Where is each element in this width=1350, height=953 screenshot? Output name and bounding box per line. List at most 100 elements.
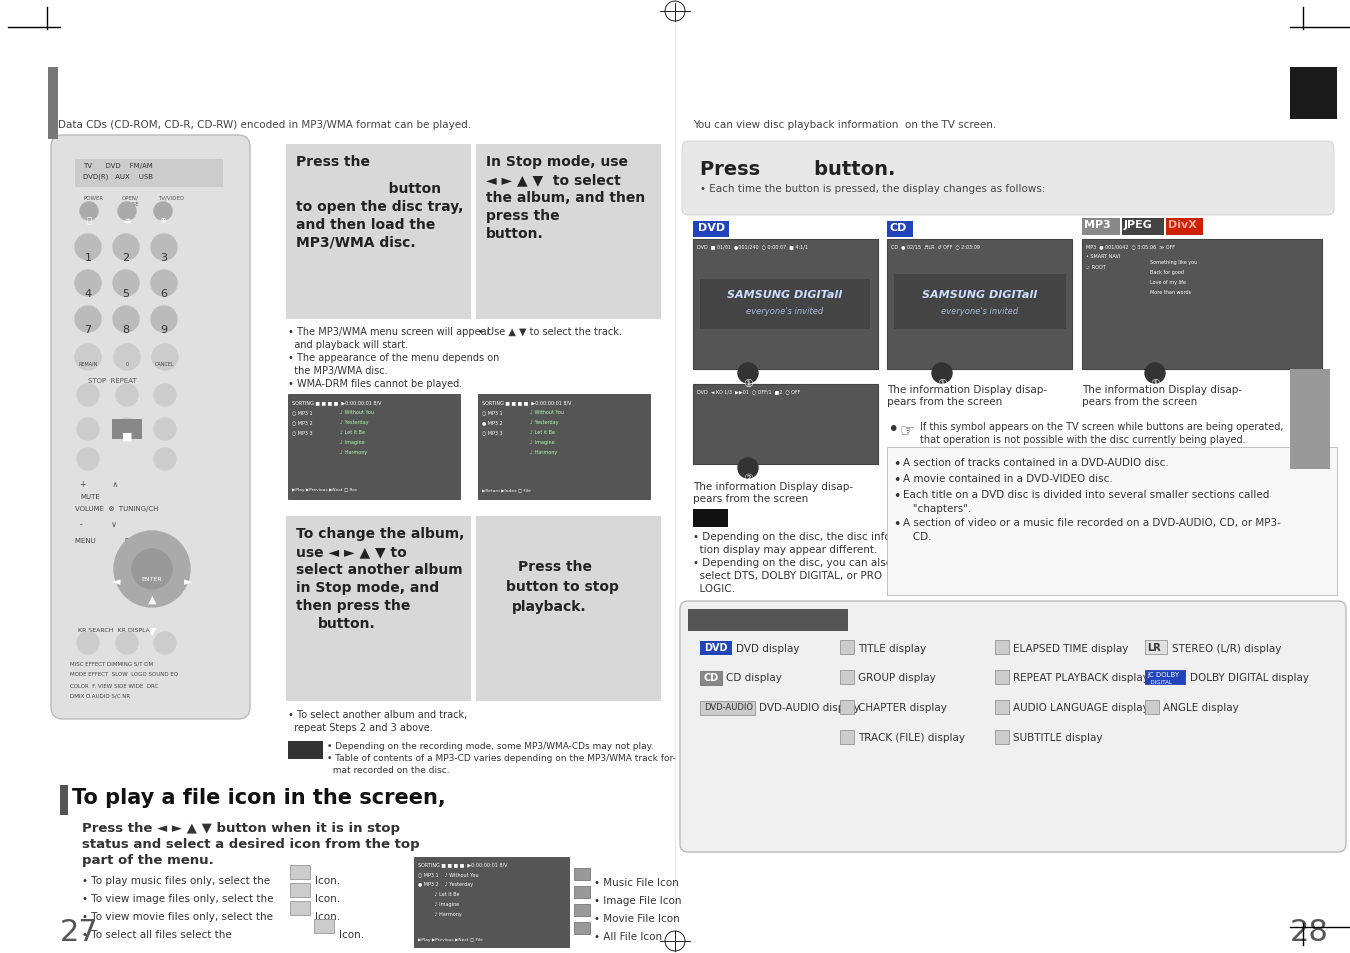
- Bar: [701, 701, 755, 716]
- Text: MP3  ● 001/0042  ○ 3:05:06  ≫ OFF: MP3 ● 001/0042 ○ 3:05:06 ≫ OFF: [1085, 244, 1174, 249]
- Text: SORTING ■ ■ ■ ■  ▶0:00:00:01 8/V: SORTING ■ ■ ■ ■ ▶0:00:00:01 8/V: [418, 862, 508, 866]
- Text: ▼: ▼: [147, 626, 157, 637]
- Circle shape: [113, 345, 140, 371]
- Text: ● MP3 2: ● MP3 2: [482, 419, 502, 424]
- Text: DivX: DivX: [1168, 220, 1197, 230]
- Text: tion display may appear different.: tion display may appear different.: [693, 544, 878, 555]
- Bar: [688, 609, 848, 631]
- Text: playback.: playback.: [512, 599, 587, 614]
- Bar: [1122, 219, 1164, 235]
- Text: LOGIC.: LOGIC.: [693, 583, 734, 594]
- Text: DVD: DVD: [703, 642, 728, 652]
- Text: DVD  ■ 01/01  ●001/240  ○ 0:00:07  ■ 4:1/1: DVD ■ 01/01 ●001/240 ○ 0:00:07 ■ 4:1/1: [697, 244, 809, 249]
- Text: ①: ①: [743, 378, 753, 389]
- Text: GROUP display: GROUP display: [859, 672, 936, 682]
- Bar: [995, 730, 1008, 744]
- Text: ● MP3 2    ♪ Yesterday: ● MP3 2 ♪ Yesterday: [418, 882, 472, 886]
- Bar: [995, 670, 1008, 684]
- Text: MP3/WMA disc.: MP3/WMA disc.: [296, 235, 416, 250]
- Bar: [286, 145, 471, 319]
- Text: ♪ Let it Be: ♪ Let it Be: [340, 430, 364, 435]
- Text: •: •: [892, 490, 900, 502]
- Circle shape: [113, 234, 139, 261]
- Text: MP3: MP3: [1084, 220, 1111, 230]
- Circle shape: [77, 449, 99, 471]
- Text: 2: 2: [123, 253, 130, 263]
- Bar: [887, 240, 1072, 370]
- Text: TV      DVD    FM/AM: TV DVD FM/AM: [82, 163, 153, 169]
- Circle shape: [151, 307, 177, 333]
- Text: •: •: [892, 474, 900, 486]
- Text: CD display: CD display: [726, 672, 782, 682]
- Text: ELAPSED TIME display: ELAPSED TIME display: [1012, 643, 1129, 654]
- Circle shape: [76, 307, 101, 333]
- Text: ②: ②: [743, 474, 753, 483]
- Text: • Each time the button is pressed, the display changes as follows:: • Each time the button is pressed, the d…: [701, 184, 1045, 193]
- Circle shape: [154, 418, 176, 440]
- Circle shape: [76, 234, 101, 261]
- Text: pears from the screen: pears from the screen: [1081, 396, 1197, 407]
- Text: repeat Steps 2 and 3 above.: repeat Steps 2 and 3 above.: [288, 722, 433, 732]
- Text: TITLE display: TITLE display: [859, 643, 926, 654]
- Text: COLOR  F. VIEW SIDE WIDE  DRC: COLOR F. VIEW SIDE WIDE DRC: [70, 683, 158, 688]
- Text: • To select another album and track,: • To select another album and track,: [288, 709, 467, 720]
- Text: 4: 4: [85, 289, 92, 298]
- Bar: [1291, 68, 1336, 120]
- Text: SAMSUNG DIGITall: SAMSUNG DIGITall: [728, 290, 842, 299]
- Text: Icon.: Icon.: [315, 911, 340, 921]
- Text: status and select a desired icon from the top: status and select a desired icon from th…: [82, 837, 420, 850]
- Bar: [840, 640, 855, 655]
- Bar: [478, 395, 649, 499]
- Text: and then load the: and then load the: [296, 218, 435, 232]
- Bar: [290, 901, 310, 915]
- Text: DVD display: DVD display: [736, 643, 799, 654]
- Bar: [1145, 700, 1160, 714]
- Circle shape: [113, 532, 190, 607]
- Text: 1: 1: [85, 253, 92, 263]
- Text: Press the: Press the: [296, 154, 370, 169]
- Text: The information Display disap-: The information Display disap-: [887, 385, 1048, 395]
- Text: ♪ Imagine: ♪ Imagine: [340, 439, 364, 444]
- Text: and playback will start.: and playback will start.: [288, 339, 408, 350]
- Text: press the: press the: [486, 209, 560, 223]
- Text: ▶Play ▶Previous ▶Next □ File: ▶Play ▶Previous ▶Next □ File: [418, 937, 483, 941]
- Circle shape: [1145, 364, 1165, 384]
- Text: DVD: DVD: [698, 223, 725, 233]
- Text: ENTER: ENTER: [142, 577, 162, 581]
- Circle shape: [77, 385, 99, 407]
- Text: ⏏: ⏏: [123, 215, 131, 225]
- Circle shape: [80, 203, 99, 221]
- Text: TRACK (FILE) display: TRACK (FILE) display: [859, 732, 965, 742]
- Text: • Depending on the disc, you can also: • Depending on the disc, you can also: [693, 558, 892, 567]
- Text: everyone's invited: everyone's invited: [941, 307, 1019, 315]
- Text: ♪ Harmony: ♪ Harmony: [340, 450, 367, 455]
- Text: • Depending on the disc, the disc informa-: • Depending on the disc, the disc inform…: [693, 532, 915, 541]
- Text: then press the: then press the: [296, 598, 410, 613]
- Text: ♪ Harmony: ♪ Harmony: [531, 450, 558, 455]
- Bar: [290, 865, 310, 879]
- Bar: [1145, 640, 1166, 655]
- Bar: [414, 857, 568, 947]
- Text: button.: button.: [486, 227, 544, 241]
- Text: • Image File Icon: • Image File Icon: [594, 895, 682, 905]
- Text: ①: ①: [937, 378, 946, 389]
- Text: • SMART NAVI: • SMART NAVI: [1085, 253, 1120, 258]
- Text: ▶Return ▶Index □ File: ▶Return ▶Index □ File: [482, 488, 531, 492]
- Circle shape: [76, 271, 101, 296]
- Text: DIGITAL: DIGITAL: [1148, 679, 1172, 684]
- Text: LR: LR: [1148, 642, 1161, 652]
- Text: button: button: [296, 182, 441, 195]
- Text: 27: 27: [59, 917, 99, 946]
- Text: DVD(R)   AUX    USB: DVD(R) AUX USB: [82, 172, 153, 179]
- Text: the album, and then: the album, and then: [486, 191, 645, 205]
- Text: • To view movie files only, select the: • To view movie files only, select the: [82, 911, 273, 921]
- Circle shape: [738, 364, 757, 384]
- Text: 5: 5: [123, 289, 130, 298]
- Text: MENU             RETURN: MENU RETURN: [76, 537, 154, 543]
- Text: 0: 0: [126, 361, 128, 367]
- Bar: [290, 883, 310, 897]
- Circle shape: [154, 449, 176, 471]
- Text: ♪ Yesterday: ♪ Yesterday: [531, 419, 559, 424]
- Bar: [840, 700, 855, 714]
- Circle shape: [151, 271, 177, 296]
